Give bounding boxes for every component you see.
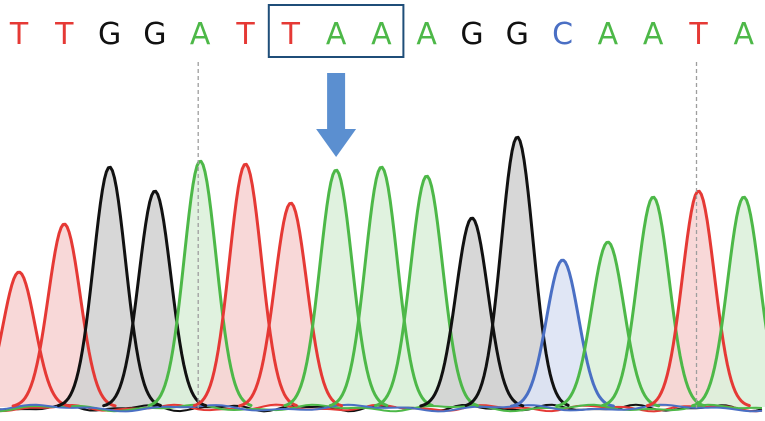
peak-fill-17 bbox=[692, 197, 765, 407]
base-letter-5: A bbox=[190, 17, 211, 52]
peak-fill-1 bbox=[0, 272, 71, 407]
peak-trace-2 bbox=[11, 222, 117, 408]
peak-trace-14 bbox=[555, 240, 661, 408]
peak-trace-13 bbox=[509, 258, 615, 408]
peak-trace-10 bbox=[374, 174, 479, 408]
peak-trace-9 bbox=[328, 165, 434, 408]
highlight-box bbox=[267, 4, 405, 58]
baseline-trace-3 bbox=[0, 403, 763, 413]
base-letter-7: T bbox=[281, 17, 301, 52]
arrow-head bbox=[316, 129, 357, 157]
peak-traces bbox=[0, 135, 765, 408]
marker-lines bbox=[197, 62, 698, 408]
base-letter-8: A bbox=[326, 17, 347, 52]
peak-trace-5 bbox=[147, 159, 253, 407]
peak-trace-11 bbox=[419, 216, 525, 408]
base-letter-17: A bbox=[734, 17, 755, 52]
base-letter-14: A bbox=[598, 17, 619, 52]
arrow-shaft bbox=[327, 73, 346, 130]
peak-trace-1 bbox=[0, 270, 72, 408]
base-letter-13: C bbox=[552, 17, 573, 52]
peak-trace-12 bbox=[464, 135, 570, 407]
peak-trace-3 bbox=[56, 165, 162, 408]
base-letter-6: T bbox=[235, 17, 255, 52]
base-letter-15: A bbox=[643, 17, 664, 52]
base-letter-4: G bbox=[143, 17, 166, 52]
baseline-traces bbox=[0, 403, 763, 413]
base-letter-3: G bbox=[98, 17, 121, 52]
peak-trace-16 bbox=[645, 189, 751, 408]
base-letter-12: G bbox=[506, 17, 529, 52]
peak-trace-6 bbox=[192, 162, 298, 407]
peak-trace-8 bbox=[283, 168, 389, 408]
down-arrow-icon bbox=[316, 73, 357, 157]
peak-trace-7 bbox=[238, 201, 344, 408]
peak-trace-17 bbox=[691, 195, 765, 408]
base-letter-10: A bbox=[416, 17, 437, 52]
baseline-trace-4 bbox=[0, 403, 763, 413]
peak-trace-15 bbox=[600, 195, 706, 408]
base-letter-9: A bbox=[371, 17, 392, 52]
base-letter-11: G bbox=[460, 17, 483, 52]
peak-trace-4 bbox=[102, 189, 208, 408]
base-letter-1: T bbox=[9, 17, 29, 52]
base-letter-16: T bbox=[688, 17, 708, 52]
base-letter-2: T bbox=[54, 17, 74, 52]
